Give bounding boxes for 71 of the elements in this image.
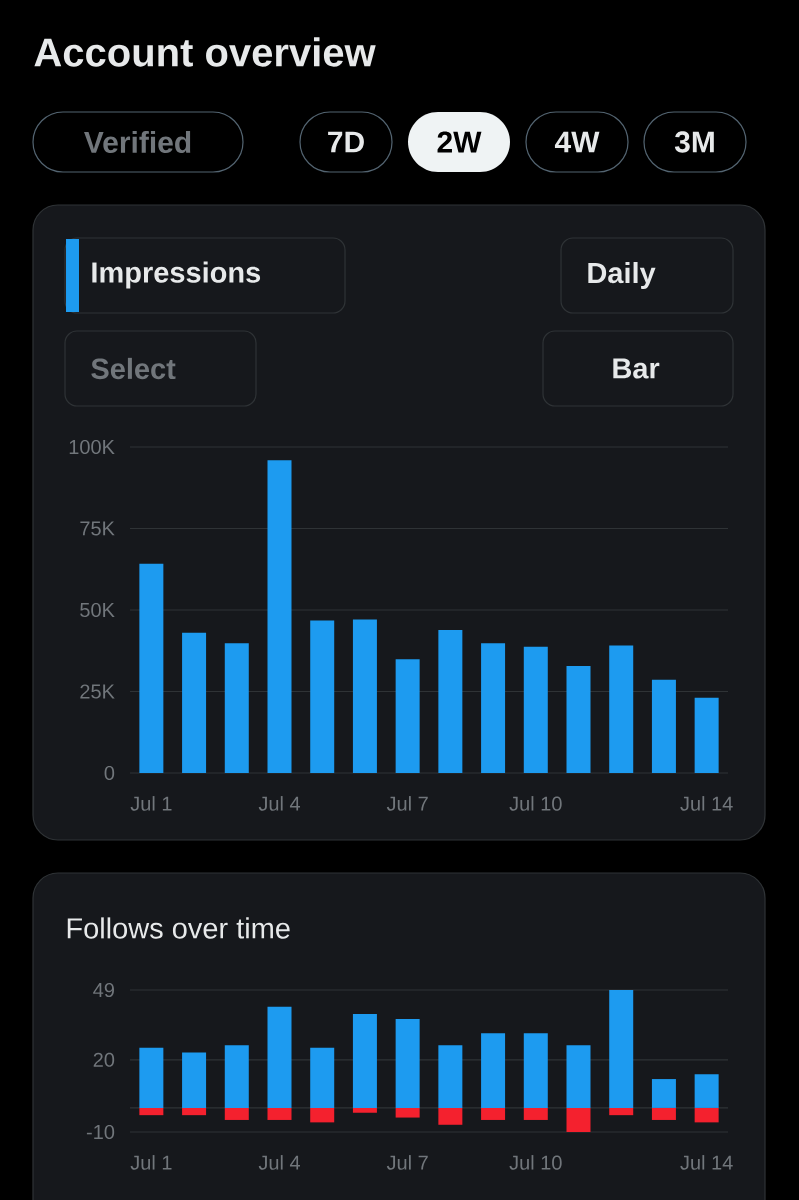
y-tick-label: 49 (93, 982, 114, 998)
text: Bar (613, 358, 660, 379)
bar (395, 659, 420, 773)
bar (651, 1107, 676, 1120)
bar (523, 1107, 548, 1120)
x-tick-label: Jul 4 (258, 1155, 301, 1170)
x-tick-label: Jul 1 (130, 1155, 172, 1170)
bar (224, 1045, 249, 1108)
bar (182, 632, 207, 773)
y-tick-label: 20 (93, 1052, 115, 1067)
bar (395, 1018, 420, 1108)
y-tick-label: 0 (104, 765, 115, 781)
bar (651, 679, 676, 773)
x-tick-label: Jul 1 (130, 796, 172, 811)
chart-title: Follows over time (67, 917, 290, 939)
bar (310, 1107, 335, 1123)
bar (182, 1107, 207, 1116)
bar (139, 1107, 164, 1116)
bar (694, 1107, 719, 1123)
y-tick-label: 25K (80, 684, 115, 699)
bar (139, 1047, 164, 1108)
bar (224, 643, 249, 773)
text: Select (91, 357, 176, 380)
text: Verified (84, 130, 191, 153)
bar (139, 563, 164, 773)
bar (267, 1006, 292, 1108)
bar (481, 1107, 506, 1120)
bar (523, 1033, 548, 1108)
x-tick-label: Jul 7 (386, 1155, 428, 1170)
x-tick-label: Jul 14 (680, 796, 733, 811)
text: 7D (328, 131, 364, 153)
bar (481, 1033, 506, 1108)
text: 2W (437, 131, 482, 153)
bar (694, 697, 719, 773)
chart-title: Impressions (92, 261, 261, 289)
bar (182, 1052, 207, 1108)
bar (224, 1107, 249, 1120)
bar (438, 1107, 463, 1125)
bar (438, 1045, 463, 1108)
bar (609, 1107, 634, 1116)
bar (651, 1079, 676, 1108)
text: Daily (588, 261, 656, 290)
bar (352, 1014, 377, 1108)
bar (395, 1107, 420, 1118)
x-tick-label: Jul 7 (386, 796, 428, 811)
y-tick-label: 100K (69, 439, 115, 455)
bar (523, 646, 548, 773)
y-tick-label: 75K (80, 521, 115, 536)
x-tick-label: Jul 4 (258, 796, 301, 811)
bar (566, 1107, 591, 1132)
bar (566, 1045, 591, 1108)
x-tick-label: Jul 14 (680, 1155, 733, 1170)
bar (267, 460, 292, 773)
bar (694, 1074, 719, 1108)
bar (310, 1047, 335, 1108)
y-tick-label: 50K (80, 602, 115, 618)
text: 4W (554, 131, 600, 153)
x-tick-label: Jul 10 (509, 796, 562, 811)
bar (310, 620, 335, 773)
bar (438, 629, 463, 773)
text: 3M (674, 131, 714, 153)
bar (609, 645, 634, 773)
bar (481, 643, 506, 773)
bar (609, 990, 634, 1108)
bar (352, 1107, 377, 1113)
x-tick-label: Jul 10 (509, 1155, 562, 1170)
y-tick-label: -10 (86, 1124, 115, 1140)
bar (267, 1107, 292, 1120)
bar (352, 619, 377, 773)
bar (566, 666, 591, 773)
text: Account overview (34, 37, 376, 67)
